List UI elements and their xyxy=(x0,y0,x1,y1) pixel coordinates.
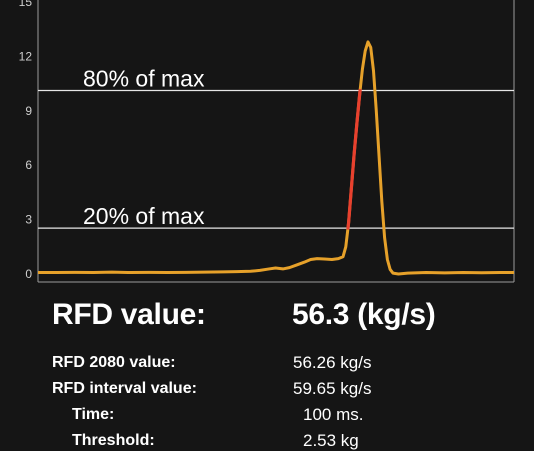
y-tick-label: 3 xyxy=(25,213,32,227)
rfd-interval-highlight xyxy=(346,88,362,230)
y-tick-label: 15 xyxy=(19,0,33,9)
threshold-label: Threshold: xyxy=(72,432,155,449)
time-label: Time: xyxy=(72,406,115,423)
time-value: 100 ms. xyxy=(303,405,364,424)
y-tick-label: 12 xyxy=(19,49,33,63)
rfd-value: 56.3 (kg/s) xyxy=(292,298,436,331)
rfd-2080-value: 56.26 kg/s xyxy=(293,353,372,372)
force-chart-svg: 0 3 6 9 12 15 80% of max 20% of max xyxy=(19,0,515,283)
reference-label-20: 20% of max xyxy=(83,203,205,229)
y-tick-label: 6 xyxy=(25,158,32,172)
force-curve-line xyxy=(38,40,514,276)
force-chart: 0 3 6 9 12 15 80% of max 20% of max xyxy=(19,0,515,283)
reference-label-80: 80% of max xyxy=(83,66,205,92)
y-tick-label: 9 xyxy=(25,104,32,118)
y-tick-label: 0 xyxy=(25,267,32,281)
threshold-value: 2.53 kg xyxy=(303,431,359,450)
rfd-value-label: RFD value: xyxy=(52,298,206,331)
rfd-interval-value: 59.65 kg/s xyxy=(293,379,372,398)
rfd-summary: RFD value: 56.3 (kg/s) RFD 2080 value: 5… xyxy=(0,290,534,450)
rfd-interval-label: RFD interval value: xyxy=(52,380,197,397)
rfd-2080-label: RFD 2080 value: xyxy=(52,354,176,371)
